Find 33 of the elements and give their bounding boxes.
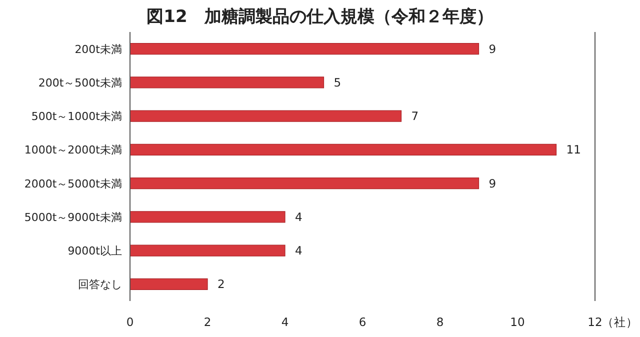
bar [130,244,286,256]
bar [130,144,557,156]
bar [130,110,402,122]
data-label: 9 [488,176,496,190]
bar [130,278,208,290]
y-tick-label: 200t～500t未満 [38,76,122,90]
data-label: 7 [411,109,419,124]
y-tick-label: 2000t～5000t未満 [24,177,122,190]
x-tick-label: 2 [204,315,212,329]
bar [130,211,286,223]
y-tick-label: 9000t以上 [68,244,122,258]
y-tick-label: 回答なし [78,278,122,292]
x-tick-label: 4 [281,315,289,329]
chart-title: 図12 加糖調製品の仕入規模（令和２年度） [146,7,494,27]
y-tick-label: 200t未満 [74,42,122,56]
x-tick-label: 0 [126,315,134,329]
data-label: 5 [334,75,342,90]
x-tick-label: 10 [510,315,525,329]
data-label: 11 [566,142,581,157]
x-axis-title: （社） [602,315,638,329]
bar [130,76,324,88]
y-tick-label: 500t～1000t未満 [31,110,122,124]
data-label: 2 [218,277,225,292]
y-tick-label: 1000t～2000t未満 [24,144,122,157]
data-label: 9 [488,42,496,56]
x-tick-label: 12 [588,315,602,329]
bar [130,178,480,190]
x-tick-label: 6 [358,315,366,329]
data-label: 4 [295,244,302,258]
bar [130,43,480,55]
data-label: 4 [295,210,302,224]
x-tick-label: 8 [436,315,444,329]
y-tick-label: 5000t～9000t未満 [24,210,122,224]
